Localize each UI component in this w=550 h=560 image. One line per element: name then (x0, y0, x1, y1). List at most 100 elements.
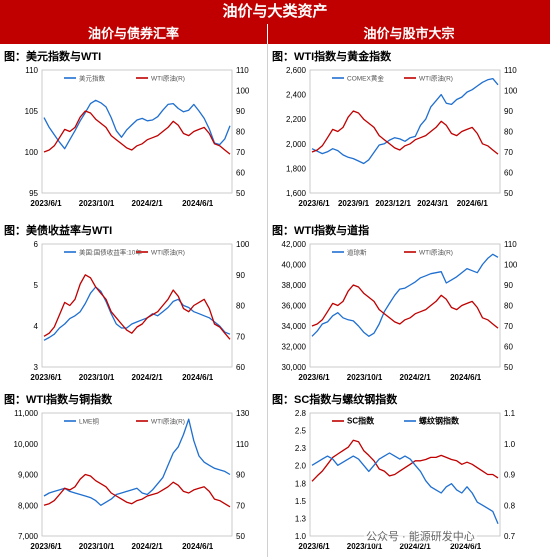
x-tick-label: 2024/6/1 (457, 199, 489, 208)
y-right-tick-label: 70 (236, 332, 245, 341)
y-right-tick-label: 1.1 (504, 409, 516, 418)
legend-label: 螺纹钢指数 (419, 416, 460, 426)
y-right-tick-label: 60 (504, 343, 513, 352)
chart-svg: 1,600 1,800 2,000 2,200 2,400 2,600 50 60 70 80 90… (286, 66, 518, 208)
chart-title: 图：SC指数与螺纹钢指数 (272, 394, 398, 406)
series-line-secondary (43, 473, 231, 508)
page-title: 油价与大类资产 (0, 0, 550, 24)
x-tick-label: 2024/2/1 (132, 199, 164, 208)
y-right-tick-label: 50 (236, 189, 245, 198)
y-left-tick-label: 95 (29, 189, 38, 198)
y-left-tick-label: 42,000 (282, 240, 307, 249)
y-left-tick-label: 11,000 (14, 409, 38, 418)
y-right-tick-label: 60 (504, 169, 513, 178)
y-right-tick-label: 110 (236, 66, 249, 75)
chart-svg: 95 100 105 110 50 60 70 80 90 100 110 2023/6/1 2023/… (25, 66, 250, 208)
y-right-tick-label: 80 (236, 302, 245, 311)
y-right-tick-label: 100 (504, 261, 518, 270)
y-right-tick-label: 60 (236, 363, 245, 372)
x-tick-label: 2023/10/1 (79, 542, 115, 551)
x-tick-label: 2023/6/1 (298, 542, 330, 551)
y-right-tick-label: 100 (236, 240, 250, 249)
chart-panel-ust-wti: 图：美债收益率与WTI 3 4 5 6 60 70 80 90 100 2023/6/1 2023/… (0, 220, 268, 391)
y-right-tick-label: 60 (236, 169, 245, 178)
chart-svg: 3 4 5 6 60 70 80 90 100 2023/6/1 2023/10/1 2024/2/1… (30, 240, 250, 382)
y-right-tick-label: 110 (504, 240, 517, 249)
x-tick-label: 2023/10/1 (79, 373, 115, 382)
y-left-tick-label: 7,000 (18, 532, 39, 541)
y-left-tick-label: 1.3 (295, 514, 307, 523)
series-line-secondary (311, 110, 499, 155)
x-tick-label: 2024/2/1 (132, 542, 164, 551)
column-divider (267, 44, 268, 557)
y-left-tick-label: 6 (34, 240, 39, 249)
plot-frame (309, 243, 501, 368)
x-tick-label: 2024/6/1 (450, 542, 482, 551)
y-right-tick-label: 110 (504, 66, 517, 75)
chart-title: 图：WTI指数与黄金指数 (272, 51, 392, 63)
chart-svg: 30,000 32,000 34,000 36,000 38,000 40,000 42,0… (282, 240, 518, 382)
y-left-tick-label: 30,000 (282, 363, 307, 372)
x-tick-label: 2023/9/1 (338, 199, 370, 208)
y-left-tick-label: 38,000 (282, 281, 307, 290)
y-left-tick-label: 100 (25, 148, 39, 157)
series-line-primary (311, 253, 499, 337)
series-line-secondary (311, 452, 499, 524)
y-left-tick-label: 2.8 (295, 409, 307, 418)
legend-label: WTI原油(R) (151, 417, 185, 426)
series-line-primary (43, 99, 231, 150)
plot-frame (309, 412, 501, 537)
y-left-tick-label: 34,000 (282, 322, 307, 331)
series-line-primary (43, 286, 231, 341)
legend-label: WTI原油(R) (151, 248, 185, 257)
legend-label: 美元指数 (79, 74, 106, 83)
y-right-tick-label: 100 (504, 87, 518, 96)
plot-frame (41, 412, 233, 537)
series-line-primary (311, 77, 499, 165)
y-left-tick-label: 36,000 (282, 302, 307, 311)
y-right-tick-label: 0.8 (504, 501, 516, 510)
y-right-tick-label: 50 (504, 363, 513, 372)
y-left-tick-label: 4 (34, 322, 39, 331)
chart-svg: 7,000 8,000 9,000 10,000 11,000 50 70 90 110 130 2… (14, 409, 250, 551)
y-left-tick-label: 5 (34, 281, 39, 290)
chart-title: 图：美元指数与WTI (4, 51, 102, 63)
series-line-primary (311, 439, 499, 482)
x-tick-label: 2024/6/1 (450, 373, 482, 382)
y-left-tick-label: 10,000 (14, 440, 39, 449)
y-right-tick-label: 0.7 (504, 532, 516, 541)
x-tick-label: 2023/6/1 (298, 373, 330, 382)
x-tick-label: 2024/2/1 (132, 373, 164, 382)
plot-frame (309, 69, 501, 194)
x-tick-label: 2023/6/1 (30, 542, 62, 551)
y-right-tick-label: 0.9 (504, 471, 516, 480)
legend-label: WTI原油(R) (151, 74, 185, 83)
x-tick-label: 2023/6/1 (298, 199, 330, 208)
y-right-tick-label: 110 (236, 440, 249, 449)
legend-label: LME铜 (79, 417, 99, 426)
series-line-secondary (311, 284, 499, 329)
y-left-tick-label: 40,000 (282, 261, 307, 270)
y-left-tick-label: 2,200 (286, 115, 307, 124)
y-right-tick-label: 90 (504, 107, 513, 116)
y-left-tick-label: 1,800 (286, 164, 307, 173)
y-right-tick-label: 90 (236, 271, 245, 280)
x-tick-label: 2023/10/1 (79, 199, 115, 208)
x-tick-label: 2024/6/1 (182, 199, 214, 208)
y-left-tick-label: 1.8 (295, 479, 307, 488)
x-tick-label: 2023/10/1 (347, 373, 383, 382)
legend-label: SC指数 (347, 416, 375, 426)
y-right-tick-label: 100 (236, 87, 250, 96)
y-right-tick-label: 90 (236, 471, 245, 480)
series-line-primary (43, 418, 231, 506)
legend-label: 美国:国债收益率:10年 (79, 248, 142, 257)
chart-panel-sc-rebar: 图：SC指数与螺纹钢指数 1.0 1.3 1.5 1.8 2.0 2.3 2.5 2.8 0.7… (268, 389, 536, 560)
y-right-tick-label: 70 (236, 501, 245, 510)
section-header-bonds-fx: 油价与债券汇率 (0, 24, 267, 44)
watermark: 公众号 · 能源研发中心 (364, 528, 477, 544)
y-right-tick-label: 70 (504, 322, 513, 331)
x-tick-label: 2024/6/1 (182, 373, 214, 382)
y-left-tick-label: 32,000 (282, 343, 307, 352)
legend-label: COMEX黄金 (347, 74, 384, 83)
plot-frame (41, 243, 233, 368)
